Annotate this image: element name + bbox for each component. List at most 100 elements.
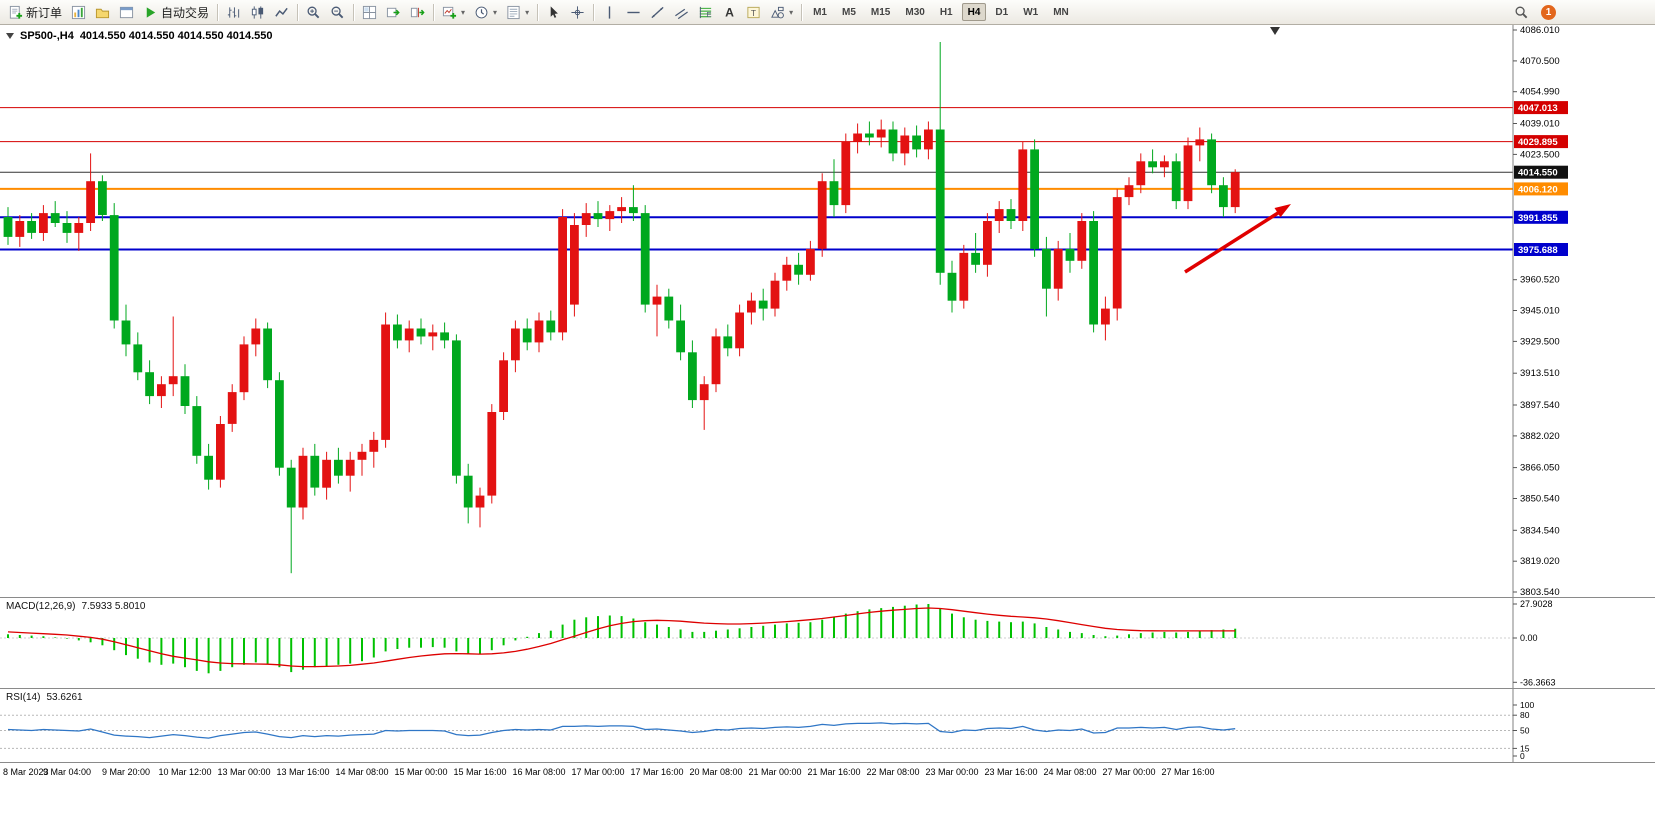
svg-text:3913.510: 3913.510 bbox=[1520, 368, 1560, 379]
timeframe-m30[interactable]: M30 bbox=[905, 6, 925, 18]
cursor-icon[interactable] bbox=[542, 2, 565, 23]
profiles-icon[interactable] bbox=[91, 2, 114, 23]
time-label: 13 Mar 00:00 bbox=[217, 767, 271, 777]
svg-text:0.00: 0.00 bbox=[1520, 633, 1538, 643]
time-label: 15 Mar 16:00 bbox=[453, 767, 507, 777]
trendline-icon[interactable] bbox=[646, 2, 669, 23]
toolbar-separator bbox=[217, 3, 219, 21]
candlestick-chart[interactable]: 4086.010 4070.500 4054.990 4039.010 4023.500… bbox=[0, 25, 1655, 597]
chart-title: SP500-,H4 4014.550 4014.550 4014.550 401… bbox=[6, 30, 273, 42]
macd-histogram bbox=[7, 604, 1237, 674]
periods-icon[interactable]: ▾ bbox=[470, 2, 501, 23]
charts-icon[interactable] bbox=[67, 2, 90, 23]
new-order-button[interactable]: 新订单 bbox=[4, 2, 66, 23]
shapes-icon[interactable]: ▾ bbox=[766, 2, 797, 23]
toolbar-separator bbox=[353, 3, 355, 21]
timeframe-m15[interactable]: M15 bbox=[870, 6, 891, 18]
candles-layer bbox=[3, 42, 1240, 574]
svg-text:80: 80 bbox=[1520, 710, 1530, 720]
svg-text:100: 100 bbox=[1520, 700, 1534, 710]
timeframe-h4[interactable]: H4 bbox=[961, 3, 987, 21]
resistance-line-4030-badge bbox=[1514, 135, 1568, 149]
text-icon[interactable]: A bbox=[718, 2, 741, 23]
toolbar-separator bbox=[801, 3, 803, 21]
bar-chart-icon[interactable] bbox=[222, 2, 245, 23]
time-axis[interactable]: 8 Mar 2023 9 Mar 04:00 9 Mar 20:00 10 Mar 1… bbox=[0, 762, 1655, 783]
templates-icon[interactable]: ▾ bbox=[502, 2, 533, 23]
data-window-icon[interactable] bbox=[115, 2, 138, 23]
time-label: 10 Mar 12:00 bbox=[158, 767, 212, 777]
macd-current-values: 7.5933 5.8010 bbox=[81, 601, 146, 612]
time-label: 13 Mar 16:00 bbox=[276, 767, 330, 777]
timeframe-m1[interactable]: M1 bbox=[813, 6, 827, 18]
horizontal-line-icon[interactable] bbox=[622, 2, 645, 23]
rsi-pane[interactable]: 100 80 50 15 0 RSI(14) 53.6261 bbox=[0, 688, 1655, 762]
notification-badge[interactable]: 1 bbox=[1541, 4, 1556, 20]
templates-icon-caret[interactable]: ▾ bbox=[525, 7, 530, 17]
timeframe-d1[interactable]: D1 bbox=[995, 6, 1009, 18]
line-chart-icon[interactable] bbox=[270, 2, 293, 23]
svg-text:3897.540: 3897.540 bbox=[1520, 400, 1560, 411]
chart-shift-icon[interactable] bbox=[406, 2, 429, 23]
time-label: 20 Mar 08:00 bbox=[689, 767, 743, 777]
svg-text:3975.688: 3975.688 bbox=[1518, 245, 1558, 256]
resistance-line-4047-badge bbox=[1514, 101, 1568, 115]
time-label: 22 Mar 08:00 bbox=[866, 767, 920, 777]
channel-icon[interactable] bbox=[670, 2, 693, 23]
svg-text:3850.540: 3850.540 bbox=[1520, 494, 1560, 505]
collapse-triangle-icon[interactable] bbox=[6, 33, 14, 39]
time-label: 17 Mar 16:00 bbox=[630, 767, 684, 777]
auto-trading-button[interactable]: 自动交易 bbox=[139, 2, 213, 23]
time-label: 8 Mar 2023 bbox=[3, 767, 49, 777]
svg-text:3882.020: 3882.020 bbox=[1520, 431, 1560, 442]
timeframe-w1[interactable]: W1 bbox=[1023, 6, 1039, 18]
svg-text:4054.990: 4054.990 bbox=[1520, 87, 1560, 98]
search-icon[interactable] bbox=[1510, 2, 1533, 23]
svg-text:4029.895: 4029.895 bbox=[1518, 137, 1558, 148]
annotation-arrow[interactable] bbox=[1184, 204, 1291, 274]
candlestick-chart-icon[interactable] bbox=[246, 2, 269, 23]
time-label: 9 Mar 04:00 bbox=[42, 767, 92, 777]
toolbar-separator bbox=[593, 3, 595, 21]
svg-text:-36.3663: -36.3663 bbox=[1520, 677, 1556, 687]
zoom-out-icon[interactable] bbox=[326, 2, 349, 23]
svg-text:50: 50 bbox=[1520, 726, 1530, 736]
svg-text:3866.050: 3866.050 bbox=[1520, 463, 1560, 474]
main-toolbar: 新订单 自动交易 ▾ ▾ ▾ E A T ▾ M1 M5 M15 M30 H1 H4 D1 W1 MN 1 bbox=[0, 0, 1655, 25]
svg-text:4070.500: 4070.500 bbox=[1520, 56, 1560, 67]
svg-text:4039.010: 4039.010 bbox=[1520, 119, 1560, 130]
timeframe-m5[interactable]: M5 bbox=[842, 6, 856, 18]
zoom-in-icon[interactable] bbox=[302, 2, 325, 23]
chart-shift-marker[interactable] bbox=[1270, 27, 1280, 35]
timeframe-mn[interactable]: MN bbox=[1053, 6, 1069, 18]
rsi-current-value: 53.6261 bbox=[46, 692, 83, 703]
macd-indicator[interactable]: 27.9028 0.00 -36.3663 bbox=[0, 598, 1655, 688]
periods-icon-caret[interactable]: ▾ bbox=[493, 7, 498, 17]
time-label: 16 Mar 08:00 bbox=[512, 767, 566, 777]
ohlc-values: 4014.550 4014.550 4014.550 4014.550 bbox=[79, 30, 273, 42]
price-chart-pane[interactable]: 4086.010 4070.500 4054.990 4039.010 4023.500… bbox=[0, 25, 1655, 597]
tile-windows-icon[interactable] bbox=[358, 2, 381, 23]
macd-signal-line bbox=[7, 607, 1236, 668]
time-label: 23 Mar 00:00 bbox=[925, 767, 979, 777]
new-order-button-label: 新订单 bbox=[26, 5, 63, 20]
macd-pane[interactable]: 27.9028 0.00 -36.3663 MACD(12,26,9) 7.5933… bbox=[0, 597, 1655, 688]
indicators-icon-caret[interactable]: ▾ bbox=[461, 7, 466, 17]
vertical-line-icon[interactable] bbox=[598, 2, 621, 23]
time-label: 27 Mar 16:00 bbox=[1161, 767, 1215, 777]
svg-text:4006.120: 4006.120 bbox=[1518, 184, 1558, 195]
timeframe-h1[interactable]: H1 bbox=[939, 6, 953, 18]
label-icon[interactable]: T bbox=[742, 2, 765, 23]
fibonacci-icon[interactable]: E bbox=[694, 2, 717, 23]
symbol-timeframe-label: SP500-,H4 bbox=[20, 30, 74, 42]
auto-scroll-icon[interactable] bbox=[382, 2, 405, 23]
price-axis[interactable]: 4086.010 4070.500 4054.990 4039.010 4023.500… bbox=[1512, 25, 1568, 597]
rsi-line bbox=[7, 722, 1236, 739]
time-label: 17 Mar 00:00 bbox=[571, 767, 625, 777]
indicators-icon[interactable]: ▾ bbox=[438, 2, 469, 23]
shapes-icon-caret[interactable]: ▾ bbox=[789, 7, 794, 17]
macd-axis[interactable]: 27.9028 0.00 -36.3663 bbox=[1512, 598, 1556, 688]
crosshair-icon[interactable] bbox=[566, 2, 589, 23]
